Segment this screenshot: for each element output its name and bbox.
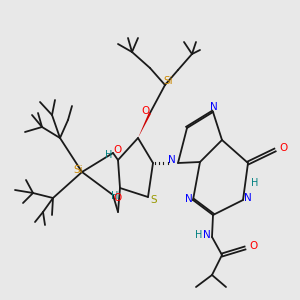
Text: O: O bbox=[250, 241, 258, 251]
Text: N: N bbox=[203, 230, 211, 240]
Text: O: O bbox=[113, 145, 121, 155]
Text: H: H bbox=[105, 150, 113, 160]
Text: N: N bbox=[168, 155, 176, 165]
Text: N: N bbox=[210, 102, 218, 112]
Text: H: H bbox=[251, 178, 259, 188]
Text: Si: Si bbox=[163, 76, 173, 86]
Polygon shape bbox=[138, 112, 151, 138]
Text: H: H bbox=[195, 230, 203, 240]
Text: O: O bbox=[279, 143, 287, 153]
Text: O: O bbox=[113, 193, 121, 203]
Text: N: N bbox=[244, 193, 252, 203]
Text: Si: Si bbox=[73, 165, 83, 175]
Text: N: N bbox=[185, 194, 193, 204]
Text: S: S bbox=[151, 195, 157, 205]
Text: O: O bbox=[141, 106, 149, 116]
Text: H: H bbox=[111, 191, 119, 201]
